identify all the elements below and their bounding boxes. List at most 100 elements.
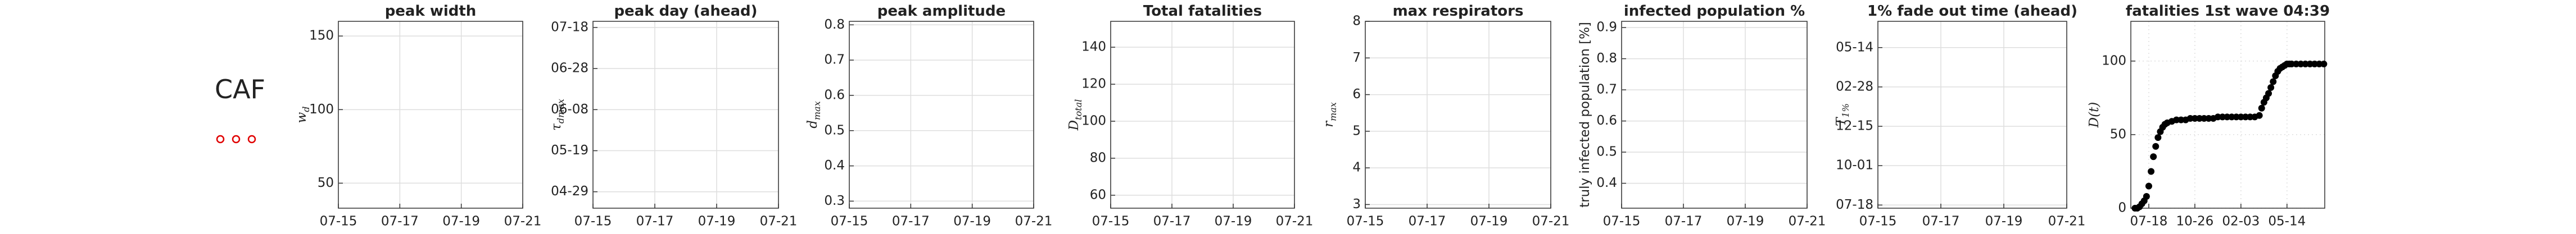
chart-title: Total fatalities <box>1143 3 1262 20</box>
chart-title: peak day (ahead) <box>614 3 757 20</box>
x-tick-label: 07-21 <box>760 214 798 229</box>
data-point <box>2152 143 2160 150</box>
data-point <box>2143 193 2150 200</box>
x-tick-label: 07-15 <box>1603 214 1641 229</box>
y-tick-label: 04-29 <box>551 184 588 199</box>
y-tick-label: 06-08 <box>551 102 588 117</box>
y-tick-label: 0.9 <box>1596 20 1617 35</box>
y-tick-label: 05-19 <box>551 143 588 158</box>
axes-box <box>1110 21 1295 209</box>
x-tick-label: 07-21 <box>504 214 542 229</box>
x-tick-label: 07-19 <box>1215 214 1252 229</box>
y-tick-label: 100 <box>2102 53 2126 68</box>
y-tick-label: 12-15 <box>1836 119 1873 134</box>
y-tick-label: 7 <box>1352 51 1361 65</box>
x-tick-label: 07-18 <box>2130 214 2168 229</box>
y-tick-label: 07-18 <box>1836 198 1873 212</box>
marker <box>247 135 256 144</box>
x-tick-label: 07-15 <box>831 214 868 229</box>
x-tick-label: 07-17 <box>636 214 674 229</box>
axes-box <box>1877 21 2067 209</box>
y-tick-label: 140 <box>1081 40 1106 54</box>
x-tick-label: 07-19 <box>698 214 736 229</box>
y-tick-label: 100 <box>309 102 334 117</box>
chart-title: peak amplitude <box>877 3 1006 20</box>
y-tick-label: 100 <box>1081 114 1106 129</box>
y-tick-label: 07-18 <box>551 20 588 34</box>
y-tick-label: 8 <box>1352 14 1361 29</box>
data-point <box>2267 84 2275 91</box>
x-tick-label: 07-17 <box>1922 214 1960 229</box>
y-tick-label: 0.5 <box>1596 145 1617 159</box>
y-tick-label: 5 <box>1352 123 1361 138</box>
x-tick-label: 07-19 <box>1470 214 1508 229</box>
y-tick-label: 6 <box>1352 87 1361 102</box>
x-tick-label: 07-15 <box>1859 214 1897 229</box>
x-tick-label: 07-19 <box>1727 214 1764 229</box>
x-tick-label: 07-21 <box>1789 214 1826 229</box>
y-tick-label: 0.8 <box>824 17 845 32</box>
y-tick-label: 10-01 <box>1836 158 1873 173</box>
y-tick-label: 0.6 <box>1596 113 1617 128</box>
y-axis-label: D(t) <box>2087 102 2102 129</box>
y-axis-label: τdmax <box>549 99 566 131</box>
x-tick-label: 07-17 <box>1153 214 1191 229</box>
y-tick-label: 0 <box>2118 201 2126 215</box>
y-tick-label: 50 <box>2110 127 2126 141</box>
country-label: CAF <box>215 74 265 104</box>
y-tick-label: 05-14 <box>1836 40 1873 54</box>
data-point <box>2145 182 2152 190</box>
x-tick-label: 07-15 <box>320 214 357 229</box>
x-tick-label: 07-19 <box>953 214 991 229</box>
y-axis-label: dmax <box>805 101 822 128</box>
data-point <box>2150 153 2157 160</box>
chart-title: fatalities 1st wave 04:39 <box>2126 3 2330 20</box>
y-tick-label: 120 <box>1081 77 1106 91</box>
x-tick-label: 07-19 <box>442 214 480 229</box>
chart-title: max respirators <box>1393 3 1524 20</box>
x-tick-label: 07-17 <box>1665 214 1703 229</box>
y-tick-label: 0.5 <box>824 123 845 137</box>
x-tick-label: 07-21 <box>1532 214 1570 229</box>
y-tick-label: 06-28 <box>551 61 588 76</box>
y-tick-label: 0.3 <box>824 194 845 208</box>
x-tick-label: 07-17 <box>1409 214 1446 229</box>
y-tick-label: 02-28 <box>1836 79 1873 94</box>
y-tick-label: 60 <box>1090 187 1106 202</box>
y-axis-label: wd <box>295 107 311 123</box>
axes-box <box>2130 21 2325 209</box>
x-tick-label: 07-17 <box>892 214 930 229</box>
y-tick-label: 0.4 <box>1596 176 1617 190</box>
axes-box <box>1365 21 1551 209</box>
y-tick-label: 150 <box>309 29 334 43</box>
y-tick-label: 3 <box>1352 197 1361 212</box>
axes-box <box>338 21 523 209</box>
data-point <box>2256 112 2263 119</box>
y-tick-label: 80 <box>1090 150 1106 165</box>
marker <box>232 135 241 144</box>
y-tick-label: 0.8 <box>1596 51 1617 66</box>
data-point <box>2270 78 2277 85</box>
data-point <box>2258 104 2265 112</box>
axes-box <box>592 21 779 209</box>
y-tick-label: 4 <box>1352 160 1361 175</box>
y-tick-label: 0.6 <box>824 88 845 102</box>
y-tick-label: 50 <box>318 176 334 190</box>
data-point <box>2148 168 2155 175</box>
marker <box>216 135 225 144</box>
y-tick-label: 0.7 <box>824 53 845 67</box>
x-tick-label: 07-21 <box>1276 214 1314 229</box>
axes-box <box>1621 21 1808 209</box>
x-tick-label: 07-15 <box>1347 214 1384 229</box>
x-tick-label: 07-19 <box>1985 214 2023 229</box>
x-tick-label: 05-14 <box>2268 214 2306 229</box>
x-tick-label: 07-15 <box>1092 214 1130 229</box>
data-point <box>2265 90 2272 97</box>
y-axis-label: Dtotal <box>1067 99 1084 131</box>
x-tick-label: 02-03 <box>2222 214 2260 229</box>
x-tick-label: 10-26 <box>2176 214 2213 229</box>
x-tick-label: 07-21 <box>2048 214 2086 229</box>
y-tick-label: 0.4 <box>824 158 845 173</box>
chart-title: 1% fade out time (ahead) <box>1867 3 2077 20</box>
